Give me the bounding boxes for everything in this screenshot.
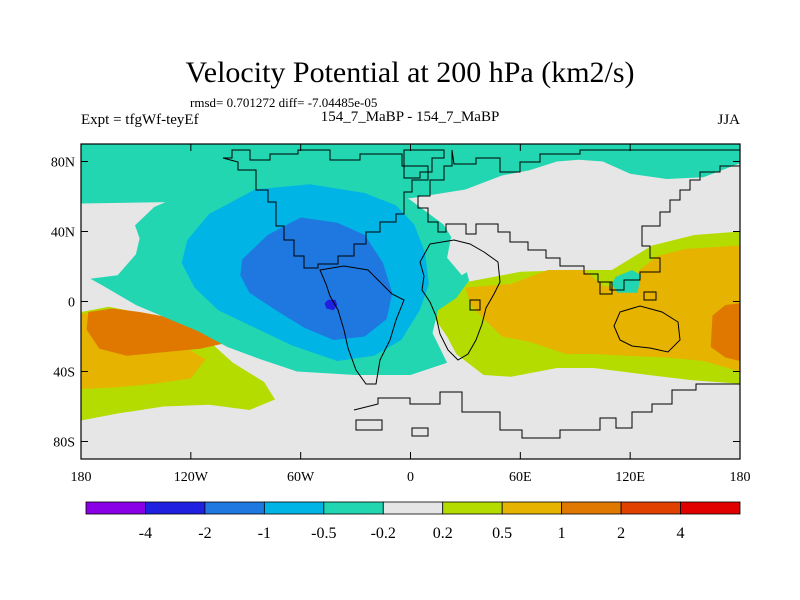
contour-region-asian-orange (465, 245, 740, 372)
colorbar-swatch (501, 501, 563, 515)
colorbar-swatch (204, 501, 265, 515)
x-tick-label: 120E (615, 470, 645, 485)
colorbar-label: -2 (198, 525, 211, 542)
x-tick-label: 180 (730, 470, 751, 485)
chart-subtitle-rmsd: rmsd= 0.701272 diff= -7.04485e-05 (190, 95, 377, 110)
coastline-australia (613, 305, 681, 353)
colorbar-swatch (680, 501, 741, 515)
contour-fill-layer (81, 144, 740, 459)
contour-region-west-pacific-dark-orange (710, 303, 740, 361)
colorbar-swatch (263, 501, 325, 515)
coastline-antarctica (353, 383, 740, 439)
coastline-south-america (319, 265, 405, 385)
colorbar-swatch (620, 501, 681, 515)
contour-region-asian-gray (447, 161, 740, 276)
colorbar-swatch (145, 501, 206, 515)
x-tick-label: 60E (509, 470, 532, 485)
coastline-north-america (222, 149, 429, 269)
contour-region-arctic-cyan (81, 144, 740, 204)
coastline-layer (222, 149, 740, 439)
colorbar: -4 -2 -1 -0.5 -0.2 0.2 0.5 1 2 4 (85, 501, 741, 542)
y-tick-label: 80N (51, 156, 75, 171)
chart-title: Velocity Potential at 200 hPa (km2/s) (185, 56, 634, 89)
x-tick-label: 120W (174, 470, 209, 485)
season-label: JJA (717, 112, 740, 128)
y-tick-label: 40S (53, 366, 75, 381)
colorbar-label: -4 (139, 525, 152, 542)
coastline-africa (419, 239, 501, 361)
coastline-eurasia (417, 149, 740, 291)
colorbar-swatch (323, 501, 384, 515)
y-tick-label: 0 (68, 296, 75, 311)
colorbar-label: 0.2 (433, 525, 453, 542)
colorbar-label: 2 (617, 525, 625, 542)
colorbar-label: 0.5 (492, 525, 512, 542)
y-axis-ticks: 80N 40N 0 40S 80S (51, 156, 740, 451)
contour-region-pacific-north-gray (81, 203, 140, 279)
contour-region-south-pacific-dark-orange (86, 308, 224, 356)
y-tick-label: 80S (53, 436, 75, 451)
comparison-label: 154_7_MaBP - 154_7_MaBP (321, 109, 500, 125)
colorbar-swatch (561, 501, 622, 515)
colorbar-swatch (442, 501, 503, 515)
x-tick-label: 180 (71, 470, 92, 485)
colorbar-label: -0.2 (371, 525, 396, 542)
x-axis-ticks: 180 120W 60W 0 60E 120E 180 (71, 144, 751, 485)
colorbar-label: 1 (558, 525, 566, 542)
experiment-label: Expt = tfgWf-teyEf (81, 112, 199, 128)
colorbar-label: -0.5 (311, 525, 336, 542)
colorbar-swatch (382, 501, 444, 515)
coastline-greenland (403, 149, 445, 179)
colorbar-swatch (85, 501, 146, 515)
contour-region-central-asia-cyan (611, 270, 642, 293)
coastline-pacific-islands (469, 281, 657, 311)
map-area: 180 120W 60W 0 60E 120E 180 80N 40N 0 40S 80S (51, 143, 751, 485)
y-tick-label: 40N (51, 226, 75, 241)
x-tick-label: 0 (407, 470, 414, 485)
colorbar-label: -1 (258, 525, 271, 542)
colorbar-label: 4 (677, 525, 685, 542)
x-tick-label: 60W (287, 470, 315, 485)
